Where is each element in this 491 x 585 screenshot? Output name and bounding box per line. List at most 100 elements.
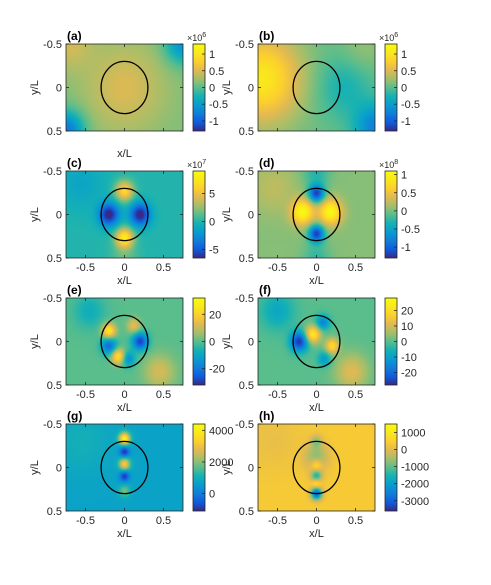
colorbar-tick-label: 0.5 [209,66,224,78]
y-tick-label: 0.5 [239,380,254,392]
heatmap-b [258,44,375,131]
colorbar-tick-label: -20 [209,364,225,376]
inclusion-circle-d [292,187,341,242]
x-tick-label: 0.5 [156,262,171,274]
inclusion-circle-b [292,60,341,115]
colorbar-tick-label: -1 [401,242,411,254]
y-tick-label: 0 [248,463,254,475]
panel-label-h: (h) [259,409,274,423]
panel-label-a: (a) [67,29,82,43]
y-tick-label: 0.5 [47,253,62,265]
heatmap-c [66,171,183,258]
colorbar-g [192,423,206,512]
x-tick-label: 0.5 [156,515,171,527]
y-tick-label: 0 [56,337,62,349]
colorbar-tick-label: 0 [401,206,407,218]
colorbar-scale-label: ×106 [379,32,398,43]
y-tick-label: 0.5 [239,253,254,265]
colorbar-scale-label: ×106 [187,32,206,43]
x-tick-label: 0.5 [348,389,363,401]
x-tick-label: -0.5 [76,389,95,401]
y-tick-label: -0.5 [235,39,254,51]
y-tick-label: 0.5 [47,126,62,138]
x-tick-label: 0 [313,515,319,527]
y-tick-label: -0.5 [235,166,254,178]
panel-label-e: (e) [67,283,82,297]
x-tick-label: 0 [313,262,319,274]
colorbar-tick-label: 20 [209,309,221,321]
x-tick-label: 0.5 [156,389,171,401]
colorbar-tick-label: 0 [209,83,215,95]
inclusion-circle-g [100,440,149,495]
colorbar-tick-label: -0.5 [209,99,228,111]
colorbar-tick-label: 0.5 [401,66,416,78]
colorbar-tick-label: -1 [209,116,219,128]
colorbar-tick-label: -1000 [401,462,429,474]
colorbar-d [384,170,398,259]
x-axis-label: x/L [117,148,132,160]
colorbar-tick-label: -1 [401,116,411,128]
panel-h [257,423,398,512]
y-axis-label: y/L [29,334,41,349]
colorbar-tick-label: 1 [401,170,407,182]
x-tick-label: 0.5 [348,515,363,527]
y-tick-label: 0 [56,210,62,222]
colorbar-tick-label: -3000 [401,496,429,508]
panel-label-b: (b) [259,29,274,43]
inclusion-circle-e [100,314,149,369]
x-tick-label: -0.5 [268,389,287,401]
panel-label-f: (f) [259,283,271,297]
x-tick-label: -0.5 [268,262,287,274]
panel-label-g: (g) [67,409,82,423]
inclusion-circle-h [292,440,341,495]
panel-b [257,43,398,132]
y-tick-label: 0 [248,337,254,349]
colorbar-tick-label: 0 [401,337,407,349]
x-axis-label: x/L [117,528,132,540]
y-tick-label: 0 [248,83,254,95]
colorbar-tick-label: 20 [401,305,413,317]
heatmap-f [258,298,375,385]
colorbar-tick-label: 0 [401,83,407,95]
panel-a [65,43,206,132]
y-tick-label: -0.5 [235,293,254,305]
colorbar-tick-label: 10 [401,321,413,333]
y-tick-label: -0.5 [235,419,254,431]
y-tick-label: 0.5 [47,506,62,518]
y-tick-label: 0 [56,83,62,95]
colorbar-tick-label: -0.5 [401,224,420,236]
colorbar-tick-label: 5 [209,188,215,200]
colorbar-tick-label: -5 [209,245,219,257]
x-tick-label: -0.5 [268,515,287,527]
y-tick-label: 0 [248,210,254,222]
x-tick-label: 0.5 [348,262,363,274]
colorbar-tick-label: 1 [401,49,407,61]
heatmap-g [66,424,183,511]
colorbar-tick-label: 4000 [209,425,233,437]
x-axis-label: x/L [309,402,324,414]
x-axis-label: x/L [117,275,132,287]
colorbar-tick-label: 0 [209,217,215,229]
colorbar-tick-label: 0 [401,445,407,457]
colorbar-tick-label: 0 [209,337,215,349]
x-axis-label: x/L [117,402,132,414]
colorbar-tick-label: 0 [209,489,215,501]
y-axis-label: y/L [221,80,233,95]
panel-c [65,170,206,259]
x-tick-label: 0 [121,515,127,527]
y-tick-label: 0.5 [239,506,254,518]
y-tick-label: 0.5 [239,126,254,138]
panel-d [257,170,398,259]
panel-label-d: (d) [259,156,274,170]
y-axis-label: y/L [29,207,41,222]
colorbar-tick-label: -2000 [401,479,429,491]
y-axis-label: y/L [221,460,233,475]
colorbar-c [192,170,206,259]
x-axis-label: x/L [309,528,324,540]
x-tick-label: 0 [121,262,127,274]
y-axis-label: y/L [29,460,41,475]
colorbar-tick-label: 1 [209,49,215,61]
x-axis-label: x/L [309,275,324,287]
panel-f [257,297,398,386]
